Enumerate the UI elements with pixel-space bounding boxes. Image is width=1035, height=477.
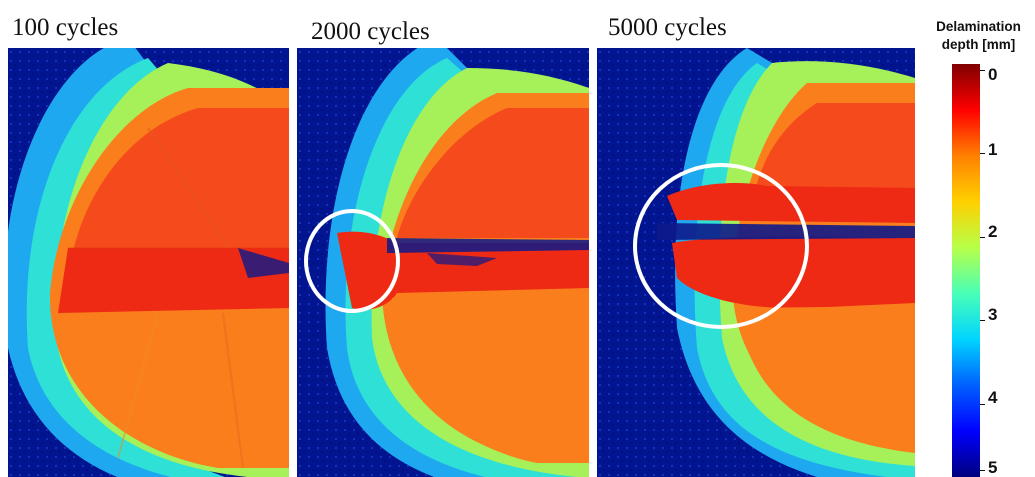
colorbar-tick bbox=[980, 70, 985, 71]
colorbar-label-4: 4 bbox=[988, 388, 998, 407]
panel-title-2000-cycles: 2000 cycles bbox=[311, 18, 430, 45]
panel-title-5000-cycles: 5000 cycles bbox=[608, 14, 727, 41]
colorbar-label-3: 3 bbox=[988, 305, 998, 324]
colorbar-tick bbox=[980, 470, 985, 471]
panel-title-100-cycles: 100 cycles bbox=[12, 14, 119, 41]
colorbar-label-5: 5 bbox=[988, 458, 998, 477]
colorbar-title: Delamination depth [mm] bbox=[922, 18, 1035, 54]
map-image bbox=[297, 48, 589, 477]
colorbar-tick bbox=[980, 320, 985, 321]
colorbar-title-line1: Delamination bbox=[936, 19, 1021, 34]
map-image bbox=[597, 48, 915, 477]
colorbar-tick bbox=[980, 237, 985, 238]
colorbar-label-1: 1 bbox=[988, 140, 998, 159]
highlight-circle bbox=[304, 209, 400, 313]
colorbar-label-0: 0 bbox=[988, 65, 998, 84]
delamination-map-100-cycles bbox=[8, 48, 289, 477]
map-image bbox=[8, 48, 289, 477]
colorbar-title-line2: depth [mm] bbox=[941, 37, 1016, 52]
colorbar-tick bbox=[980, 153, 985, 154]
delamination-map-5000-cycles bbox=[597, 48, 915, 477]
highlight-circle bbox=[633, 163, 809, 329]
colorbar-label-2: 2 bbox=[988, 222, 998, 241]
colorbar-tick bbox=[980, 404, 985, 405]
colorbar-gradient bbox=[952, 64, 980, 477]
delamination-map-2000-cycles bbox=[297, 48, 589, 477]
